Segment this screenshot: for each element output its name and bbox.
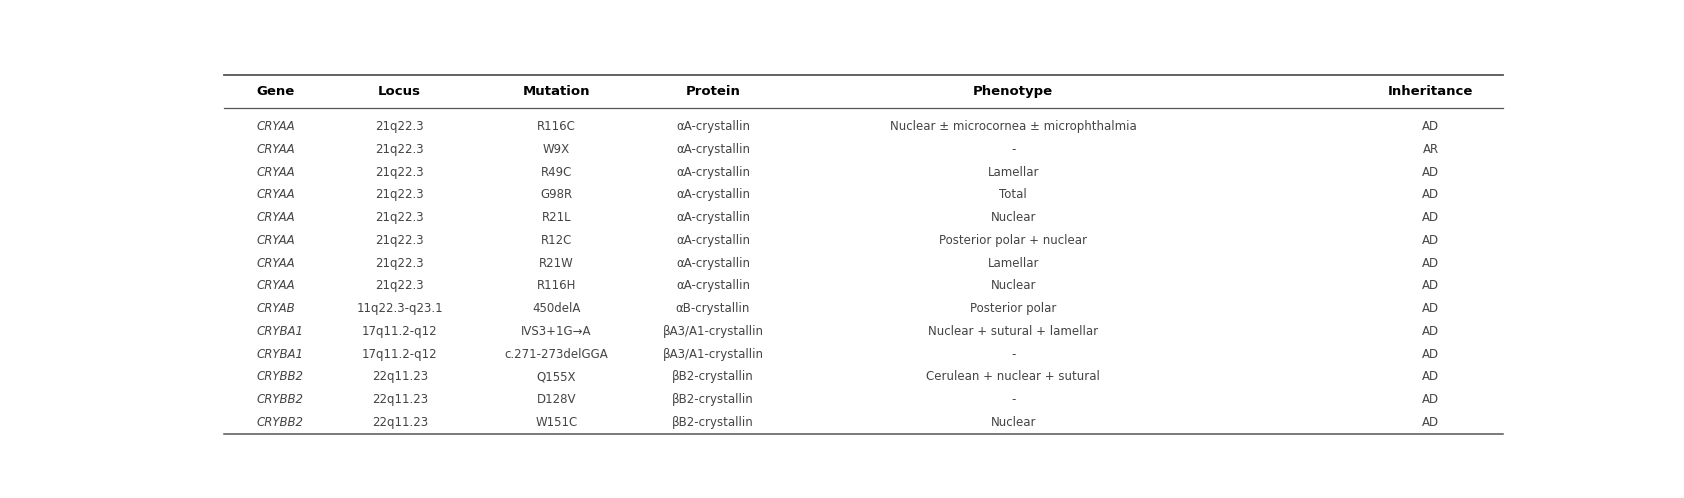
Text: AD: AD [1423,371,1440,383]
Text: Lamellar: Lamellar [987,166,1039,179]
Text: CRYAA: CRYAA [256,256,295,269]
Text: 21q22.3: 21q22.3 [376,234,424,247]
Text: CRYAA: CRYAA [256,279,295,292]
Text: βA3/A1-crystallin: βA3/A1-crystallin [662,348,763,361]
Text: CRYBB2: CRYBB2 [256,416,303,429]
Text: 17q11.2-q12: 17q11.2-q12 [362,348,438,361]
Text: CRYAA: CRYAA [256,188,295,201]
Text: Q155X: Q155X [537,371,576,383]
Text: CRYBA1: CRYBA1 [256,348,303,361]
Text: CRYAB: CRYAB [256,302,295,315]
Text: AD: AD [1423,256,1440,269]
Text: 17q11.2-q12: 17q11.2-q12 [362,325,438,338]
Text: CRYAA: CRYAA [256,120,295,133]
Text: AD: AD [1423,325,1440,338]
Text: αA-crystallin: αA-crystallin [675,188,749,201]
Text: Nuclear + sutural + lamellar: Nuclear + sutural + lamellar [928,325,1098,338]
Text: 21q22.3: 21q22.3 [376,279,424,292]
Text: Nuclear: Nuclear [990,279,1036,292]
Text: CRYBB2: CRYBB2 [256,371,303,383]
Text: 22q11.23: 22q11.23 [372,371,428,383]
Text: αB-crystallin: αB-crystallin [675,302,749,315]
Text: AD: AD [1423,211,1440,224]
Text: 21q22.3: 21q22.3 [376,211,424,224]
Text: αA-crystallin: αA-crystallin [675,234,749,247]
Text: IVS3+1G→A: IVS3+1G→A [520,325,591,338]
Text: AD: AD [1423,348,1440,361]
Text: Posterior polar + nuclear: Posterior polar + nuclear [940,234,1088,247]
Text: Inheritance: Inheritance [1388,85,1474,98]
Text: G98R: G98R [541,188,573,201]
Text: D128V: D128V [537,393,576,406]
Text: W151C: W151C [536,416,578,429]
Text: αA-crystallin: αA-crystallin [675,256,749,269]
Text: AD: AD [1423,393,1440,406]
Text: Protein: Protein [685,85,741,98]
Text: βB2-crystallin: βB2-crystallin [672,371,754,383]
Text: Lamellar: Lamellar [987,256,1039,269]
Text: αA-crystallin: αA-crystallin [675,120,749,133]
Text: -: - [1010,143,1015,156]
Text: AD: AD [1423,279,1440,292]
Text: 22q11.23: 22q11.23 [372,416,428,429]
Text: 450delA: 450delA [532,302,581,315]
Text: c.271-273delGGA: c.271-273delGGA [505,348,608,361]
Text: Phenotype: Phenotype [973,85,1052,98]
Text: R21W: R21W [539,256,574,269]
Text: αA-crystallin: αA-crystallin [675,279,749,292]
Text: CRYAA: CRYAA [256,211,295,224]
Text: Total: Total [999,188,1027,201]
Text: αA-crystallin: αA-crystallin [675,166,749,179]
Text: βB2-crystallin: βB2-crystallin [672,393,754,406]
Text: R116C: R116C [537,120,576,133]
Text: βB2-crystallin: βB2-crystallin [672,416,754,429]
Text: AD: AD [1423,416,1440,429]
Text: 21q22.3: 21q22.3 [376,188,424,201]
Text: AD: AD [1423,302,1440,315]
Text: 22q11.23: 22q11.23 [372,393,428,406]
Text: AD: AD [1423,234,1440,247]
Text: AR: AR [1423,143,1438,156]
Text: R21L: R21L [542,211,571,224]
Text: R49C: R49C [541,166,573,179]
Text: CRYBA1: CRYBA1 [256,325,303,338]
Text: 21q22.3: 21q22.3 [376,256,424,269]
Text: αA-crystallin: αA-crystallin [675,211,749,224]
Text: Nuclear: Nuclear [990,211,1036,224]
Text: Nuclear: Nuclear [990,416,1036,429]
Text: CRYBB2: CRYBB2 [256,393,303,406]
Text: AD: AD [1423,188,1440,201]
Text: 21q22.3: 21q22.3 [376,120,424,133]
Text: 11q22.3-q23.1: 11q22.3-q23.1 [357,302,443,315]
Text: Cerulean + nuclear + sutural: Cerulean + nuclear + sutural [926,371,1100,383]
Text: CRYAA: CRYAA [256,166,295,179]
Text: -: - [1010,393,1015,406]
Text: AD: AD [1423,120,1440,133]
Text: Posterior polar: Posterior polar [970,302,1056,315]
Text: Locus: Locus [379,85,421,98]
Text: Gene: Gene [256,85,295,98]
Text: R12C: R12C [541,234,573,247]
Text: αA-crystallin: αA-crystallin [675,143,749,156]
Text: R116H: R116H [537,279,576,292]
Text: Mutation: Mutation [522,85,589,98]
Text: 21q22.3: 21q22.3 [376,143,424,156]
Text: CRYAA: CRYAA [256,143,295,156]
Text: Nuclear ± microcornea ± microphthalmia: Nuclear ± microcornea ± microphthalmia [889,120,1137,133]
Text: 21q22.3: 21q22.3 [376,166,424,179]
Text: W9X: W9X [542,143,569,156]
Text: βA3/A1-crystallin: βA3/A1-crystallin [662,325,763,338]
Text: AD: AD [1423,166,1440,179]
Text: -: - [1010,348,1015,361]
Text: CRYAA: CRYAA [256,234,295,247]
